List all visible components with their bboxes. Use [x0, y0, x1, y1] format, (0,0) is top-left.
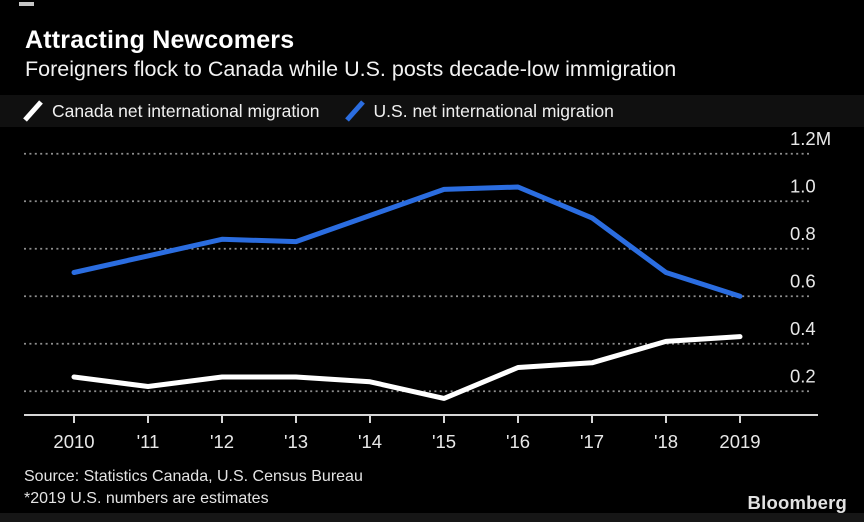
- canada-line-swatch-icon: [23, 100, 43, 122]
- x-tick-label: 2019: [719, 431, 760, 452]
- y-tick-label: 0.4: [790, 318, 816, 339]
- bottom-strip: [0, 513, 864, 522]
- x-tick-label: '12: [210, 431, 234, 452]
- y-tick-label: 1.2M: [790, 128, 831, 149]
- footnote-line: *2019 U.S. numbers are estimates: [24, 490, 269, 507]
- legend: Canada net international migration U.S. …: [22, 95, 614, 127]
- chart-subtitle: Foreigners flock to Canada while U.S. po…: [25, 57, 677, 81]
- series-line-us: [71, 184, 743, 299]
- source-block: Source: Statistics Canada, U.S. Census B…: [24, 466, 363, 510]
- chart-title: Attracting Newcomers: [25, 26, 295, 54]
- series-line-canada: [71, 334, 743, 401]
- x-tick-label: '13: [284, 431, 308, 452]
- x-tick-label: '11: [137, 431, 160, 452]
- x-tick-label: '14: [358, 431, 382, 452]
- x-tick-label: '16: [506, 431, 530, 452]
- source-line: Source: Statistics Canada, U.S. Census B…: [24, 468, 363, 485]
- x-tick-label: 2010: [53, 431, 94, 452]
- y-tick-label: 1.0: [790, 175, 816, 196]
- bloomberg-logo: Bloomberg: [747, 492, 847, 513]
- legend-item-canada: Canada net international migration: [22, 99, 320, 123]
- x-tick-label: '18: [654, 431, 678, 452]
- us-line-swatch-icon: [344, 100, 365, 122]
- y-tick-label: 0.2: [790, 365, 816, 386]
- y-tick-label: 0.6: [790, 270, 816, 291]
- top-left-artifact: [19, 2, 34, 6]
- legend-label-canada: Canada net international migration: [52, 100, 320, 121]
- x-tick-label: '17: [580, 431, 604, 452]
- legend-label-us: U.S. net international migration: [373, 100, 614, 121]
- x-tick-label: '15: [432, 431, 456, 452]
- legend-item-us: U.S. net international migration: [344, 99, 614, 123]
- y-tick-label: 0.8: [790, 223, 816, 244]
- legend-strip: [0, 95, 864, 127]
